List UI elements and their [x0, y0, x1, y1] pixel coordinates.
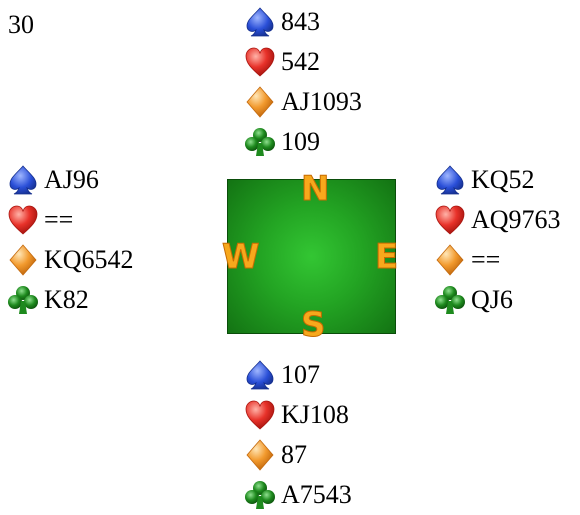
- north-hearts-row: 542: [243, 42, 362, 82]
- heart-icon: [6, 203, 40, 237]
- west-spades: AJ96: [44, 165, 99, 194]
- compass-table: N W E S: [222, 172, 399, 343]
- east-clubs-row: QJ6: [433, 280, 561, 320]
- spade-icon: [6, 163, 40, 197]
- east-diamonds: ==: [471, 245, 501, 274]
- north-hearts: 542: [281, 47, 320, 76]
- east-hearts: AQ9763: [471, 205, 561, 234]
- board-number: 30: [8, 10, 34, 39]
- west-diamonds-row: KQ6542: [6, 240, 134, 280]
- south-spades: 107: [281, 360, 320, 389]
- west-clubs-row: K82: [6, 280, 134, 320]
- diamond-icon: [243, 438, 277, 472]
- club-icon: [6, 283, 40, 317]
- hand-east: KQ52 AQ9763 == QJ6: [433, 160, 561, 320]
- diamond-icon: [243, 85, 277, 119]
- north-clubs-row: 109: [243, 122, 362, 162]
- south-spades-row: 107: [243, 355, 352, 395]
- spade-icon: [243, 358, 277, 392]
- north-clubs: 109: [281, 127, 320, 156]
- west-hearts: ==: [44, 205, 74, 234]
- heart-icon: [243, 45, 277, 79]
- west-diamonds: KQ6542: [44, 245, 134, 274]
- east-spades: KQ52: [471, 165, 535, 194]
- heart-icon: [433, 203, 467, 237]
- north-spades: 843: [281, 7, 320, 36]
- south-diamonds: 87: [281, 440, 307, 469]
- north-diamonds-row: AJ1093: [243, 82, 362, 122]
- hand-north: 843 542 AJ1093 109: [243, 2, 362, 162]
- east-spades-row: KQ52: [433, 160, 561, 200]
- compass-east-label: E: [374, 237, 399, 277]
- south-clubs-row: A7543: [243, 475, 352, 515]
- south-hearts: KJ108: [281, 400, 349, 429]
- east-hearts-row: AQ9763: [433, 200, 561, 240]
- west-hearts-row: ==: [6, 200, 134, 240]
- club-icon: [243, 478, 277, 512]
- south-clubs: A7543: [281, 480, 352, 509]
- hand-west: AJ96 == KQ6542 K82: [6, 160, 134, 320]
- compass-south-label: S: [301, 305, 326, 345]
- compass-west-label: W: [222, 237, 261, 277]
- compass-north-label: N: [300, 169, 330, 209]
- north-spades-row: 843: [243, 2, 362, 42]
- east-diamonds-row: ==: [433, 240, 561, 280]
- club-icon: [243, 125, 277, 159]
- east-clubs: QJ6: [471, 285, 513, 314]
- spade-icon: [243, 5, 277, 39]
- hand-south: 107 KJ108 87 A7543: [243, 355, 352, 515]
- north-diamonds: AJ1093: [281, 87, 362, 116]
- spade-icon: [433, 163, 467, 197]
- south-hearts-row: KJ108: [243, 395, 352, 435]
- south-diamonds-row: 87: [243, 435, 352, 475]
- heart-icon: [243, 398, 277, 432]
- diamond-icon: [6, 243, 40, 277]
- diamond-icon: [433, 243, 467, 277]
- club-icon: [433, 283, 467, 317]
- west-clubs: K82: [44, 285, 89, 314]
- west-spades-row: AJ96: [6, 160, 134, 200]
